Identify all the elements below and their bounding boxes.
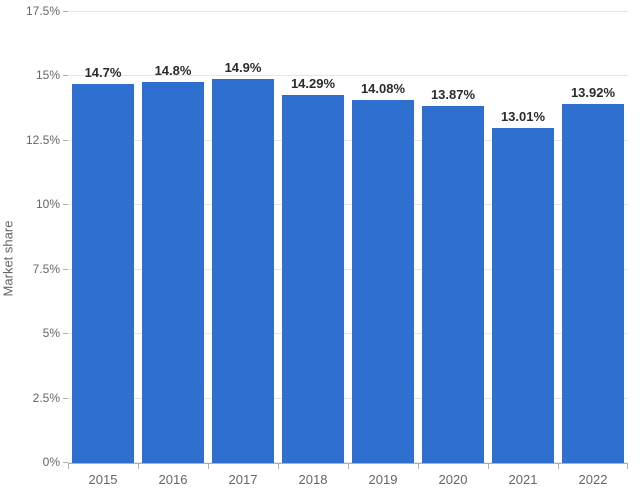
y-tick-4: 10% — [36, 197, 60, 211]
plot-area: 0% 2.5% 5% 7.5% 10% 12.5% 15% 17.5% 14.7… — [68, 12, 628, 464]
y-axis-label: Market share — [1, 221, 16, 297]
x-axis: 2015 2016 2017 2018 2019 2020 2021 2022 — [68, 464, 628, 502]
bar-2015[interactable]: 14.7% — [72, 84, 134, 463]
x-tick-2022: 2022 — [558, 472, 628, 487]
y-tick-1: 2.5% — [33, 391, 60, 405]
y-tick-2: 5% — [43, 326, 60, 340]
bar-value-2019: 14.08% — [361, 81, 405, 96]
y-tick-3: 7.5% — [33, 262, 60, 276]
y-tick-0: 0% — [43, 455, 60, 469]
bar-2019[interactable]: 14.08% — [352, 100, 414, 463]
bar-2017[interactable]: 14.9% — [212, 79, 274, 463]
bar-value-2021: 13.01% — [501, 109, 545, 124]
x-tick-2021: 2021 — [488, 472, 558, 487]
y-tick-6: 15% — [36, 68, 60, 82]
x-tick-2019: 2019 — [348, 472, 418, 487]
bar-value-2022: 13.92% — [571, 85, 615, 100]
market-share-bar-chart: Market share 0% 2.5% 5% 7.5% 10% 12.5% 1… — [0, 0, 640, 502]
bar-value-2018: 14.29% — [291, 76, 335, 91]
bar-value-2020: 13.87% — [431, 87, 475, 102]
x-tick-2017: 2017 — [208, 472, 278, 487]
bars-row: 14.7% 14.8% 14.9% 14.29% 14.08% 13.87% 1… — [68, 12, 628, 463]
bar-2016[interactable]: 14.8% — [142, 82, 204, 463]
y-tick-5: 12.5% — [26, 133, 60, 147]
y-tick-7: 17.5% — [26, 4, 60, 18]
x-tick-2015: 2015 — [68, 472, 138, 487]
bar-2022[interactable]: 13.92% — [562, 104, 624, 463]
x-tick-2020: 2020 — [418, 472, 488, 487]
bar-2020[interactable]: 13.87% — [422, 106, 484, 463]
x-tick-2018: 2018 — [278, 472, 348, 487]
bar-2018[interactable]: 14.29% — [282, 95, 344, 463]
bar-value-2017: 14.9% — [225, 60, 262, 75]
bar-value-2016: 14.8% — [155, 63, 192, 78]
bar-2021[interactable]: 13.01% — [492, 128, 554, 463]
x-tick-2016: 2016 — [138, 472, 208, 487]
bar-value-2015: 14.7% — [85, 65, 122, 80]
